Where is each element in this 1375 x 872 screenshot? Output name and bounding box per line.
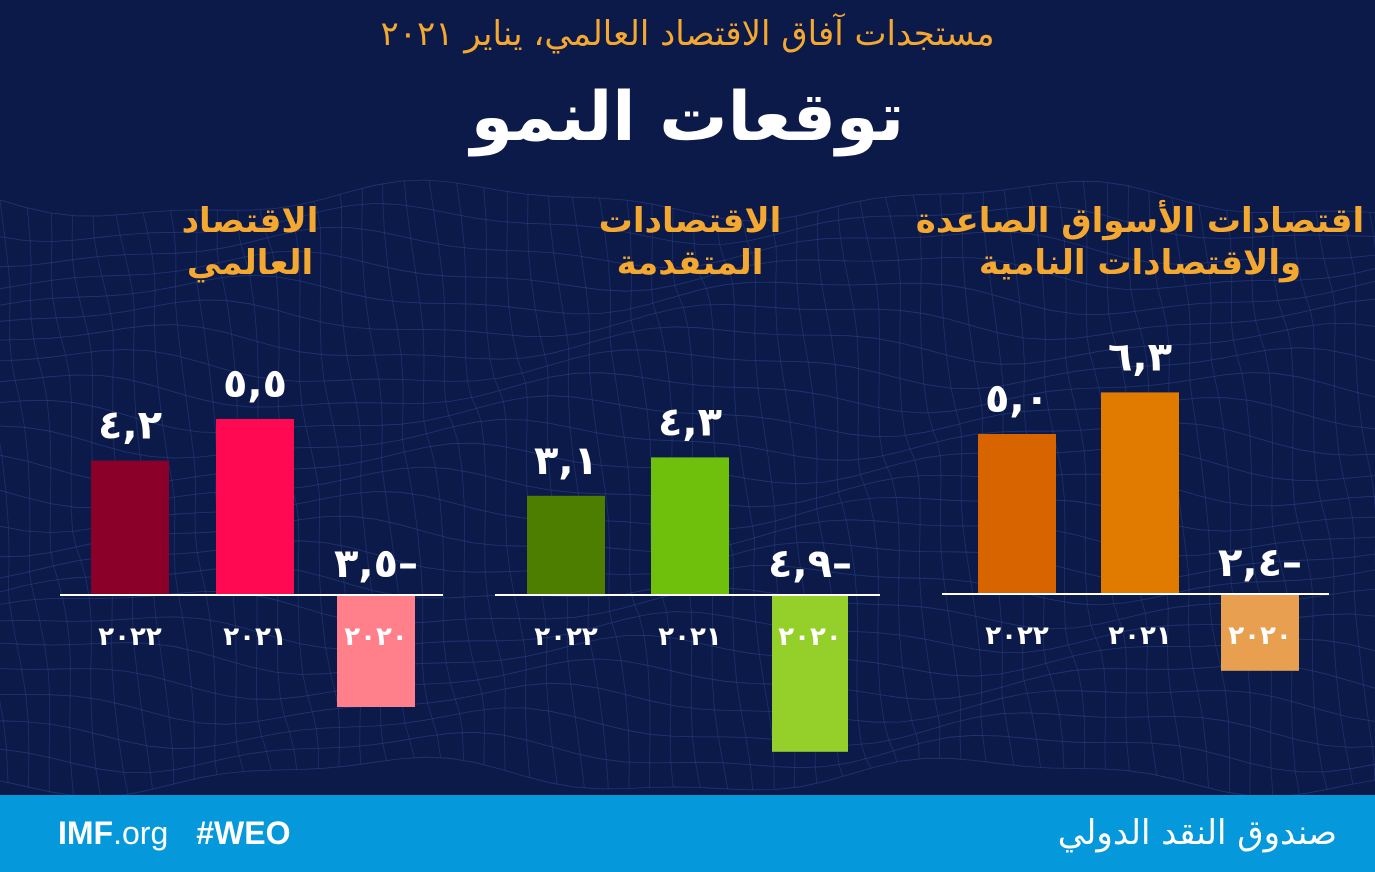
grid-line: [1315, 211, 1375, 781]
grid-line: [0, 731, 1375, 774]
grid-line: [816, 210, 872, 769]
category-label: ٢٠٢١: [658, 622, 721, 652]
chart-title-line: اقتصادات الأسواق الصاعدة: [916, 199, 1364, 241]
grid-line: [142, 212, 196, 780]
chart-title-line: المتقدمة: [617, 243, 764, 283]
data-label: ٤,٣: [658, 399, 722, 445]
grid-line: [382, 183, 442, 758]
grid-line: [506, 191, 558, 785]
grid-line: [403, 180, 464, 761]
grid-line: [1272, 212, 1328, 790]
grid-line: [0, 347, 1375, 390]
growth-charts: الاقتصادالعالمي٤,٢٢٠٢٢٥,٥٢٠٢١٣,٥–٢٠٢٠الا…: [60, 199, 1364, 752]
category-label: ٢٠٢١: [1108, 621, 1171, 651]
category-label: ٢٠٢٠: [344, 622, 407, 652]
data-label: ٦,٣: [1108, 334, 1172, 380]
grid-line: [0, 372, 1375, 414]
imf-name-arabic: صندوق النقد الدولي: [1057, 813, 1337, 853]
grid-line: [0, 682, 1375, 725]
grid-line: [0, 442, 30, 788]
grid-line: [572, 197, 630, 789]
grid-line: [27, 207, 74, 795]
bar: [651, 457, 729, 595]
grid-line: [0, 756, 1375, 795]
grid-line: [0, 611, 1375, 653]
data-label: ٥,٠: [985, 376, 1049, 422]
bar: [216, 419, 294, 595]
grid-line: [456, 182, 506, 771]
grid-line: [548, 196, 609, 789]
grid-line: [0, 635, 1375, 677]
page-title: توقعات النمو: [470, 78, 905, 157]
bar: [772, 595, 848, 752]
grid-line: [885, 196, 941, 758]
grid-line: [285, 206, 340, 768]
grid-line: [912, 194, 962, 760]
bar: [1221, 594, 1299, 671]
chart-title-line: الاقتصادات: [599, 201, 782, 241]
footer-links: IMF.org #WEO: [58, 815, 290, 852]
bar: [978, 434, 1056, 594]
grid-line: [1293, 211, 1354, 785]
imf-site-link[interactable]: IMF: [58, 815, 114, 851]
grid-line: [0, 250, 1375, 292]
chart-title-line: والاقتصادات النامية: [979, 243, 1301, 283]
data-label: ٤,٢: [98, 403, 162, 449]
grid-line: [195, 209, 244, 772]
bar: [527, 495, 605, 595]
data-label: ٤,٩–: [768, 541, 852, 587]
data-label: ٣,١: [534, 438, 598, 484]
footer-bar: IMF.org #WEO صندوق النقد الدولي: [0, 795, 1375, 872]
data-label: ٣,٥–: [334, 541, 418, 587]
grid-line: [0, 226, 1375, 269]
category-label: ٢٠٢٢: [98, 622, 162, 652]
category-label: ٢٠٢٢: [534, 622, 598, 652]
data-label: ٢,٤–: [1218, 540, 1302, 586]
grid-line: [859, 201, 920, 759]
grid-line: [0, 199, 50, 792]
imf-site-suffix[interactable]: .org: [113, 815, 169, 851]
grid-line: [1055, 182, 1106, 770]
grid-line: [0, 658, 1375, 700]
bar: [337, 595, 415, 707]
grid-line: [0, 202, 1375, 245]
grid-line: [527, 194, 585, 789]
category-label: ٢٠٢٢: [985, 621, 1049, 651]
grid-line: [0, 322, 1375, 365]
bar: [91, 460, 169, 595]
grid-line: [0, 274, 1375, 316]
grid-line: [170, 210, 218, 775]
grid-line: [428, 180, 485, 765]
grid-line: [837, 205, 898, 762]
category-label: ٢٠٢٠: [778, 622, 841, 652]
grid-line: [483, 187, 531, 778]
weo-hashtag[interactable]: #WEO: [196, 815, 291, 851]
grid-line: [0, 298, 1375, 341]
report-subtitle: مستجدات آفاق الاقتصاد العالمي، يناير ٢٠٢…: [380, 14, 995, 54]
chart-title-line: الاقتصاد: [182, 201, 319, 241]
category-label: ٢٠٢٠: [1228, 621, 1291, 651]
grid-line: [1028, 186, 1086, 769]
data-label: ٥,٥: [223, 361, 287, 407]
grid-line: [0, 707, 1375, 750]
chart-title-line: العالمي: [187, 243, 313, 283]
bar: [1101, 392, 1179, 594]
grid-line: [715, 217, 775, 790]
grid-line: [0, 179, 1375, 222]
grid-line: [599, 198, 651, 788]
grid-line: [1171, 197, 1231, 793]
category-label: ٢٠٢١: [223, 622, 286, 652]
grid-line: [939, 194, 987, 762]
grid-line: [1341, 210, 1375, 570]
grid-line: [50, 213, 101, 795]
